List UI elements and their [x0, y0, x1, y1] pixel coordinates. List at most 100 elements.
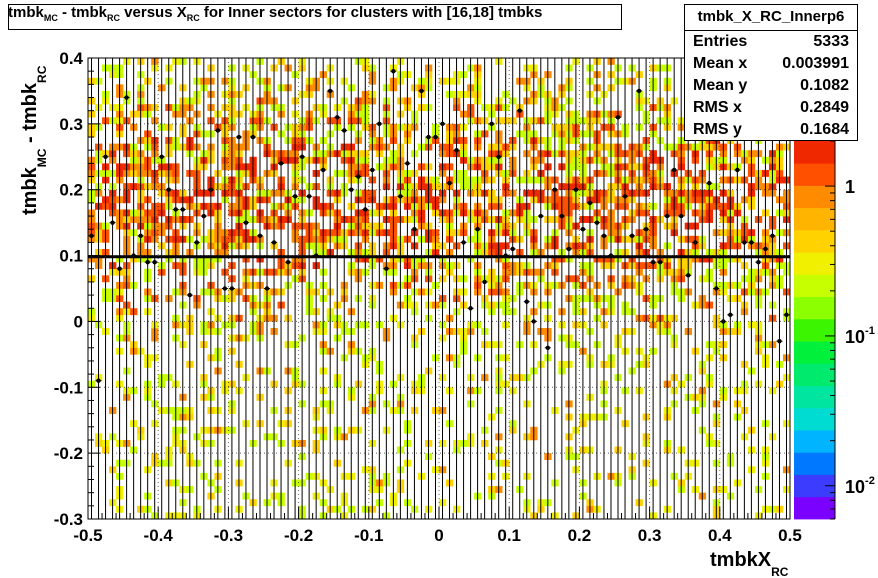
profile-point: [531, 319, 536, 324]
profile-point: [264, 286, 270, 291]
x-tick-label: 0.2: [568, 526, 592, 545]
profile-point: [110, 220, 115, 225]
profile-point: [194, 240, 200, 245]
profile-point: [517, 108, 522, 113]
profile-point: [243, 220, 249, 225]
palette-band: [794, 274, 835, 298]
profile-point: [538, 213, 543, 219]
palette-band: [794, 296, 835, 320]
stats-row-rms-y: RMS y 0.1684: [685, 119, 857, 141]
profile-point: [678, 213, 684, 219]
profile-point: [440, 121, 445, 127]
profile-point: [657, 259, 663, 265]
profile-point: [180, 207, 185, 212]
profile-points: [88, 58, 790, 519]
profile-point: [573, 187, 579, 192]
palette-band: [794, 185, 835, 209]
x-tick-label: 0.5: [778, 526, 802, 545]
palette-band: [794, 341, 835, 364]
profile-point: [117, 266, 122, 271]
x-tick-label: -0.1: [354, 526, 383, 545]
profile-point: [559, 213, 565, 219]
stats-value: 0.1082: [800, 77, 849, 94]
profile-point: [580, 227, 586, 232]
profile-point: [138, 233, 143, 239]
x-axis-ticks: -0.5 -0.4 -0.3 -0.2 -0.1 0 0.1 0.2 0.3 0.4 0.5: [73, 507, 802, 545]
profile-point: [629, 233, 635, 239]
y-axis-label-sub1: MC: [35, 148, 49, 167]
profile-point: [636, 88, 642, 94]
x-tick-label: 0.4: [708, 526, 732, 545]
profile-point: [566, 246, 572, 252]
profile-point: [320, 167, 326, 173]
profile-point: [370, 167, 375, 173]
palette-band: [794, 452, 835, 475]
profile-point: [749, 240, 754, 245]
profile-point: [201, 213, 207, 219]
x-tick-label: 0.1: [497, 526, 521, 545]
profile-point: [271, 240, 277, 245]
stats-label: Entries: [693, 33, 748, 50]
profile-point: [693, 240, 698, 245]
title-main: tmbk: [8, 4, 44, 21]
chart-title: tmbkMC - tmbkRC versus XRC for Inner sec…: [8, 4, 542, 23]
title-sub-rc: RC: [107, 13, 121, 23]
y-tick-label: -0.2: [54, 444, 83, 463]
palette-band: [794, 363, 835, 386]
x-axis-label: tmbkXRC: [710, 549, 789, 578]
profile-point: [728, 312, 733, 318]
palette-band: [794, 252, 835, 275]
profile-point: [124, 95, 129, 100]
title-mid2: versus X: [120, 4, 187, 21]
profile-point: [391, 68, 396, 74]
y-axis-label-mid: - tmbk: [19, 82, 41, 148]
profile-point: [496, 154, 501, 159]
profile-point: [601, 233, 607, 239]
profile-point: [482, 279, 487, 285]
title-mid1: - tmbk: [57, 4, 108, 21]
profile-point: [742, 240, 747, 245]
profile-point: [306, 194, 312, 199]
profile-point: [587, 200, 593, 206]
y-axis-label: tmbkMC - tmbkRC: [19, 65, 49, 215]
palette-band: [794, 385, 835, 409]
y-tick-label: -0.3: [54, 510, 83, 529]
profile-point: [664, 213, 670, 219]
stats-label: Mean y: [693, 77, 748, 94]
profile-point: [475, 227, 480, 232]
profile-point: [615, 115, 621, 120]
profile-point: [622, 194, 628, 199]
profile-point: [363, 207, 368, 212]
y-axis-ticks: -0.3 -0.2 -0.1 0 0.1 0.2 0.3 0.4: [54, 49, 100, 529]
profile-point: [714, 286, 719, 291]
color-palette: [794, 141, 835, 520]
x-tick-label: -0.4: [144, 526, 174, 545]
profile-point: [594, 220, 600, 225]
stats-row-mean-y: Mean y 0.1082: [685, 75, 857, 97]
profile-point: [327, 88, 333, 94]
title-box: [8, 4, 622, 30]
profile-point: [292, 194, 298, 199]
profile-point: [103, 154, 108, 159]
stats-label: RMS y: [693, 121, 742, 138]
stats-row-mean-x: Mean x 0.003991: [685, 53, 857, 75]
profile-point: [299, 154, 305, 159]
stats-hist-name: tmbk_X_RC_Innerp6: [685, 5, 857, 31]
x-tick-label: -0.2: [284, 526, 313, 545]
profile-point: [784, 312, 789, 318]
stats-value: 5333: [813, 33, 849, 50]
palette-band: [794, 163, 835, 186]
profile-point: [257, 233, 263, 239]
profile-point: [643, 227, 649, 232]
profile-point: [671, 167, 677, 173]
profile-point: [461, 240, 466, 245]
stats-row-entries: Entries 5333: [685, 31, 857, 53]
profile-point: [356, 174, 361, 179]
title-tail: for Inner sectors for clusters with [16,…: [199, 4, 543, 21]
profile-point: [545, 345, 551, 350]
z-tick-label: 10-1: [845, 325, 875, 347]
x-tick-label: -0.5: [73, 526, 102, 545]
palette-band: [794, 318, 835, 342]
palette-band: [794, 430, 835, 453]
stats-label: Mean x: [693, 55, 748, 72]
